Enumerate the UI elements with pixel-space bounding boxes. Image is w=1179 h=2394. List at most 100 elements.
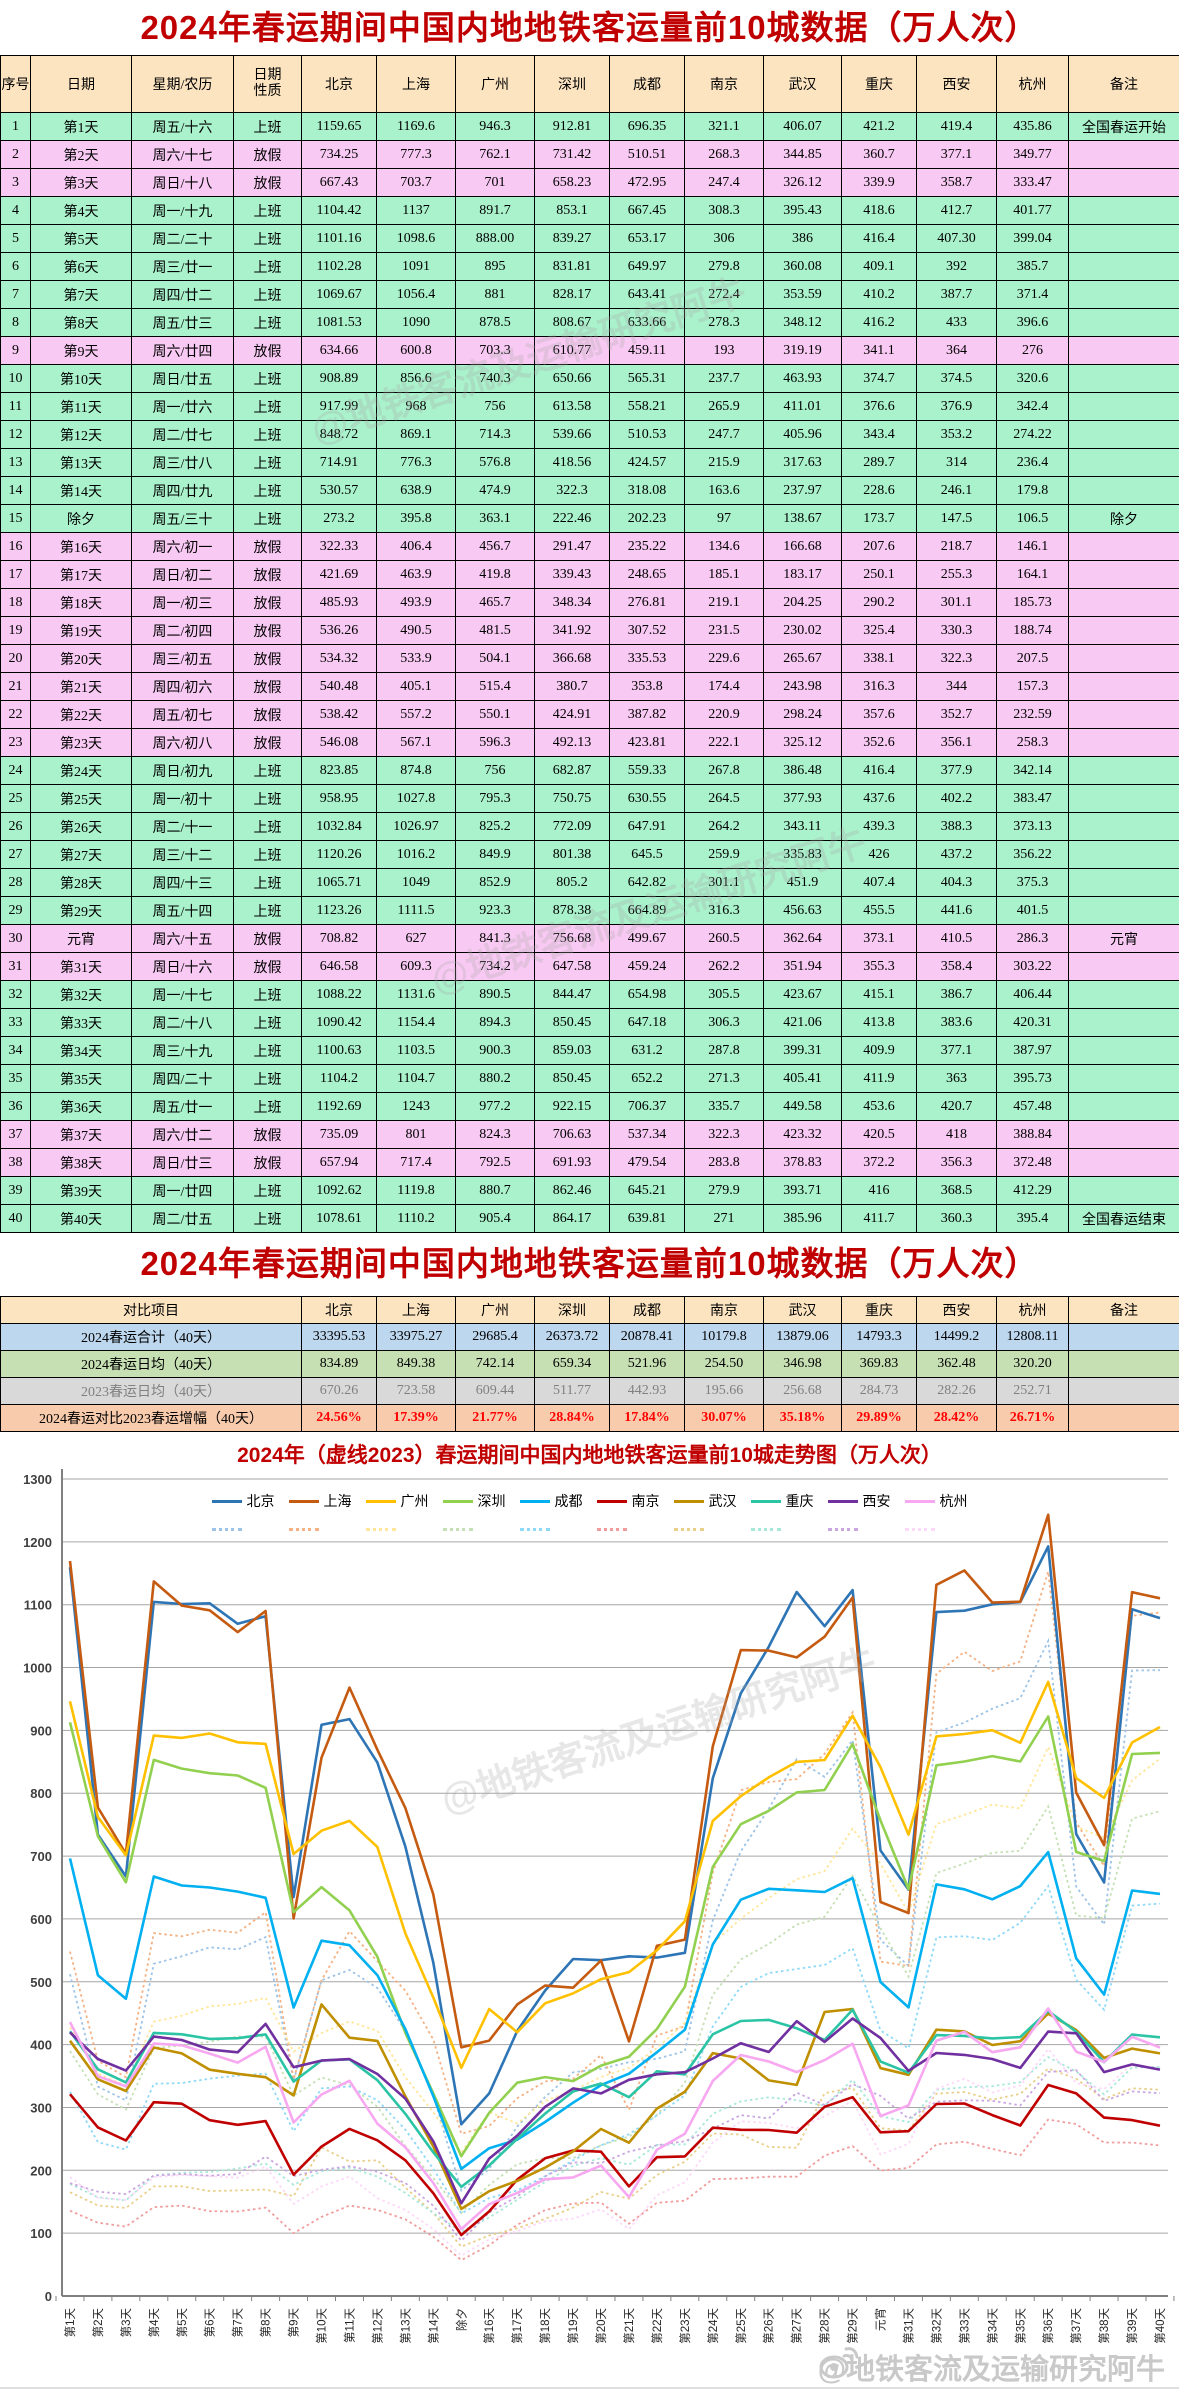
- cell-beijing-d2: 734.25: [301, 140, 377, 169]
- daily-row-17: 17 第17天 周日/初二 放假 421.69 463.9 419.8 339.43 248.6…: [0, 560, 1179, 589]
- summary-cell-growth-7: 35.18%: [763, 1404, 842, 1432]
- xtick-label-3: 第3天: [119, 2308, 133, 2338]
- cell-shenzhen-d22: 424.91: [534, 700, 610, 729]
- cell-hangzhou-d36: 457.48: [996, 1092, 1069, 1121]
- cell-beijing-d13: 714.91: [301, 448, 377, 477]
- legend-item-nanjing-2023: 南京: [596, 1519, 660, 1539]
- cell-wuhan-d24: 386.48: [763, 756, 842, 785]
- xtick-label-24: 第24天: [706, 2308, 720, 2344]
- cell-chengdu-d15: 202.23: [609, 504, 685, 533]
- summary-cell-growth-5: 17.84%: [609, 1404, 685, 1432]
- col-header-13: 杭州: [996, 55, 1069, 113]
- cell-date-d4: 第4天: [30, 196, 132, 225]
- cell-hangzhou-d11: 342.4: [996, 392, 1069, 421]
- col-header-10: 武汉: [763, 55, 842, 113]
- cell-beijing-d31: 646.58: [301, 952, 377, 981]
- cell-shenzhen-d27: 801.38: [534, 840, 610, 869]
- cell-nanjing-d38: 283.8: [684, 1148, 764, 1177]
- cell-week-d11: 周一/廿六: [131, 392, 234, 421]
- cell-shanghai-d37: 801: [376, 1120, 456, 1149]
- cell-chongqing-d39: 416: [841, 1176, 917, 1205]
- cell-nanjing-d31: 262.2: [684, 952, 764, 981]
- cell-chengdu-d33: 647.18: [609, 1008, 685, 1037]
- legend-item-chengdu: 成都: [519, 1491, 583, 1511]
- daily-row-38: 38 第38天 周日/廿三 放假 657.94 717.4 792.5 691.93 479.5…: [0, 1148, 1179, 1177]
- cell-chongqing-d3: 339.9: [841, 168, 917, 197]
- cell-chengdu-d23: 423.81: [609, 728, 685, 757]
- cell-chengdu-d6: 649.97: [609, 252, 685, 281]
- cell-shenzhen-d19: 341.92: [534, 616, 610, 645]
- cell-no-d26: 26: [0, 812, 31, 841]
- cell-guangzhou-d24: 756: [455, 756, 535, 785]
- series-2023-chengdu: [69, 1884, 1161, 2215]
- summary-cell-sum2024-8: 14793.3: [841, 1323, 917, 1351]
- xtick-label-5: 第5天: [175, 2308, 189, 2338]
- cell-note-d38: [1068, 1148, 1179, 1177]
- cell-note-d24: [1068, 756, 1179, 785]
- cell-hangzhou-d40: 395.4: [996, 1204, 1069, 1233]
- cell-wuhan-d31: 351.94: [763, 952, 842, 981]
- cell-no-d15: 15: [0, 504, 31, 533]
- cell-week-d3: 周日/十八: [131, 168, 234, 197]
- cell-week-d1: 周五/十六: [131, 112, 234, 141]
- cell-date-d15: 除夕: [30, 504, 132, 533]
- cell-chongqing-d37: 420.5: [841, 1120, 917, 1149]
- cell-wuhan-d28: 451.9: [763, 868, 842, 897]
- cell-no-d4: 4: [0, 196, 31, 225]
- cell-chengdu-d27: 645.5: [609, 840, 685, 869]
- cell-wuhan-d35: 405.41: [763, 1064, 842, 1093]
- cell-beijing-d38: 657.94: [301, 1148, 377, 1177]
- cell-type-d28: 上班: [233, 868, 302, 897]
- summary-cell-growth-10: 26.71%: [996, 1404, 1069, 1432]
- cell-chongqing-d11: 376.6: [841, 392, 917, 421]
- cell-beijing-d15: 273.2: [301, 504, 377, 533]
- cell-shanghai-d38: 717.4: [376, 1148, 456, 1177]
- cell-chongqing-d12: 343.4: [841, 420, 917, 449]
- cell-type-d22: 放假: [233, 700, 302, 729]
- cell-date-d8: 第8天: [30, 308, 132, 337]
- cell-xian-d26: 388.3: [916, 812, 997, 841]
- cell-beijing-d33: 1090.42: [301, 1008, 377, 1037]
- cell-date-d33: 第33天: [30, 1008, 132, 1037]
- ytick-label-1000: 1000: [23, 1661, 52, 1676]
- cell-guangzhou-d4: 891.7: [455, 196, 535, 225]
- cell-week-d18: 周一/初三: [131, 588, 234, 617]
- cell-type-d40: 上班: [233, 1204, 302, 1233]
- cell-shanghai-d33: 1154.4: [376, 1008, 456, 1037]
- cell-date-d31: 第31天: [30, 952, 132, 981]
- xtick-label-32: 第32天: [929, 2308, 943, 2344]
- cell-date-d5: 第5天: [30, 224, 132, 253]
- cell-note-d28: [1068, 868, 1179, 897]
- cell-nanjing-d25: 264.5: [684, 784, 764, 813]
- cell-week-d6: 周三/廿一: [131, 252, 234, 281]
- cell-type-d39: 上班: [233, 1176, 302, 1205]
- cell-wuhan-d23: 325.12: [763, 728, 842, 757]
- cell-chongqing-d19: 325.4: [841, 616, 917, 645]
- summary-cell-sum2024-11: [1068, 1323, 1179, 1351]
- cell-week-d29: 周五/十四: [131, 896, 234, 925]
- cell-xian-d40: 360.3: [916, 1204, 997, 1233]
- cell-no-d32: 32: [0, 980, 31, 1009]
- summary-cell-growth-2: 17.39%: [376, 1404, 456, 1432]
- xtick-label-33: 第33天: [957, 2308, 971, 2344]
- cell-chongqing-d30: 373.1: [841, 924, 917, 953]
- cell-wuhan-d15: 138.67: [763, 504, 842, 533]
- cell-note-d11: [1068, 392, 1179, 421]
- legend-item-wuhan-2023: 武汉: [673, 1519, 737, 1539]
- cell-note-d8: [1068, 308, 1179, 337]
- chart-title: 2024年（虚线2023）春运期间中国内地地铁客运量前10城走势图（万人次）: [237, 1444, 942, 1467]
- cell-type-d15: 上班: [233, 504, 302, 533]
- summary-cell-sum2024-7: 13879.06: [763, 1323, 842, 1351]
- summary-cell-sum2024-0: 2024春运合计（40天）: [0, 1323, 302, 1351]
- cell-date-d19: 第19天: [30, 616, 132, 645]
- cell-shenzhen-d1: 912.81: [534, 112, 610, 141]
- legend-label-beijing: 北京: [246, 1493, 275, 1509]
- ytick-label-1200: 1200: [23, 1535, 52, 1550]
- cell-type-d36: 上班: [233, 1092, 302, 1121]
- cell-no-d30: 30: [0, 924, 31, 953]
- cell-note-d10: [1068, 364, 1179, 393]
- cell-chongqing-d33: 413.8: [841, 1008, 917, 1037]
- cell-week-d37: 周六/廿二: [131, 1120, 234, 1149]
- cell-week-d14: 周四/廿九: [131, 476, 234, 505]
- cell-date-d36: 第36天: [30, 1092, 132, 1121]
